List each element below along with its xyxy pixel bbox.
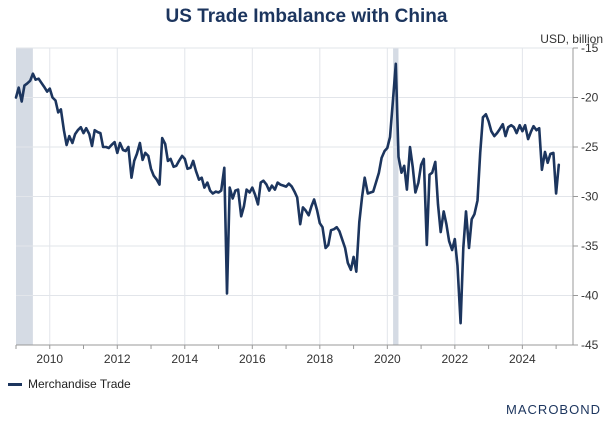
x-tick-label: 2014 bbox=[171, 352, 198, 366]
legend-swatch bbox=[8, 382, 22, 386]
brand-logo-text: MACROBOND bbox=[506, 402, 601, 417]
series-line-merchandise-trade bbox=[14, 62, 561, 325]
chart-title: US Trade Imbalance with China bbox=[165, 6, 448, 27]
x-tick-label: 2024 bbox=[509, 352, 536, 366]
x-tick-label: 2018 bbox=[306, 352, 333, 366]
y-tick-label: -25 bbox=[581, 140, 599, 154]
y-tick-label: -40 bbox=[581, 289, 599, 303]
y-tick-label: -15 bbox=[581, 41, 599, 55]
legend-label: Merchandise Trade bbox=[28, 377, 131, 391]
x-tick-label: 2020 bbox=[374, 352, 401, 366]
y-tick-label: -35 bbox=[581, 239, 599, 253]
x-tick-label: 2010 bbox=[36, 352, 63, 366]
x-tick-label: 2012 bbox=[104, 352, 131, 366]
y-tick-label: -45 bbox=[581, 338, 599, 352]
y-tick-label: -30 bbox=[581, 190, 599, 204]
y-tick-label: -20 bbox=[581, 91, 599, 105]
chart-legend: Merchandise Trade bbox=[8, 377, 131, 391]
y-axis-unit-label: USD, billion bbox=[540, 32, 603, 46]
x-tick-label: 2022 bbox=[441, 352, 468, 366]
x-tick-label: 2016 bbox=[239, 352, 266, 366]
